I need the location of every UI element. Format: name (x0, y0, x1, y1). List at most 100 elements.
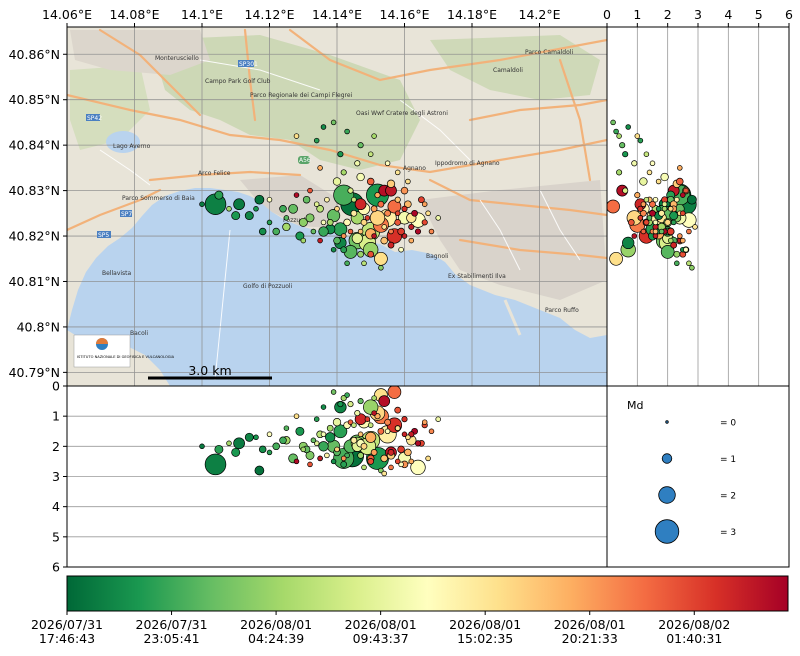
bottom-event-marker (266, 431, 273, 438)
side-event-marker (667, 237, 674, 244)
legend-marker (658, 486, 676, 504)
map-event-marker (418, 196, 425, 204)
map-x-axis: 14.06°E 14.08°E 14.1°E 14.12°E 14.14°E 14.16°… (42, 7, 561, 27)
bottom-event-marker (380, 454, 388, 463)
map-event-marker (340, 169, 347, 176)
colorbar-tick-time: 09:43:37 (353, 631, 409, 646)
side-event-marker (680, 237, 686, 244)
bottom-event-marker (360, 442, 368, 450)
side-event-marker (667, 206, 674, 212)
bottom-event-marker (333, 424, 348, 439)
map-event-marker (354, 160, 361, 167)
side-event-marker (669, 211, 679, 221)
map-x-tick-label: 14.2°E (519, 7, 561, 22)
map-event-marker (361, 260, 367, 267)
side-event-marker (658, 209, 665, 217)
colorbar-tick-time: 01:40:31 (666, 631, 722, 646)
bottom-event-marker (357, 398, 364, 405)
map-event-marker (371, 233, 377, 239)
side-event-marker (664, 219, 672, 226)
bottom-y-tick-label: 4 (52, 499, 60, 514)
ingv-logo: ISTITUTO NAZIONALE DI GEOFISICA E VULCAN… (73, 334, 175, 368)
map-event-marker (343, 218, 351, 227)
map-event-marker (351, 232, 363, 244)
map-event-marker (302, 195, 311, 204)
map-labels: Monterusciello Camaldoli Parco Camaldoli… (86, 49, 579, 337)
colorbar-tick-date: 2026/08/01 (345, 617, 417, 632)
label-bacoli: Bacoli (130, 330, 148, 337)
bottom-event-marker (387, 449, 395, 456)
bottom-gridlines (67, 415, 607, 538)
map-y-tick-label: 40.81°N (9, 274, 60, 289)
label-camaldoli: Camaldoli (493, 67, 523, 74)
bottom-event-marker (387, 386, 402, 399)
bottom-event-marker (350, 436, 358, 444)
side-event-marker (677, 233, 683, 239)
bottom-event-marker (272, 442, 280, 451)
side-event-marker (640, 201, 647, 207)
map-event-marker (367, 250, 375, 258)
map-event-marker (408, 223, 415, 230)
colorbar-tick-time: 20:21:33 (562, 631, 618, 646)
side-event-marker (646, 215, 653, 221)
map-event-marker (288, 203, 298, 214)
map-event-marker (327, 209, 341, 223)
bottom-event-marker (293, 413, 300, 419)
bottom-event-marker (305, 450, 315, 460)
bottom-event-marker (295, 426, 305, 436)
map-event-marker (295, 231, 305, 241)
map-event-marker (400, 186, 409, 195)
map-event-marker (334, 206, 340, 212)
side-x-tick-label: 6 (785, 7, 793, 22)
side-event-marker (634, 133, 641, 139)
map-event-marker (313, 201, 320, 207)
side-event-marker (673, 250, 681, 258)
side-event-marker (627, 219, 635, 226)
side-event-marker (666, 227, 675, 236)
map-event-marker (330, 119, 337, 126)
bottom-event-marker (384, 428, 391, 435)
map-x-tick-label: 14.16°E (380, 7, 430, 22)
map-event-marker (357, 142, 364, 149)
bottom-event-marker (326, 424, 334, 432)
map-event-marker (354, 198, 367, 211)
label-parco-campi-flegrei: Parco Regionale dei Campi Flegrei (250, 92, 353, 99)
map-event-marker (356, 172, 365, 182)
depth-latitude-panel: 0 1 2 3 4 5 6 (603, 7, 793, 387)
label-ippodromo: Ippodromo di Agnano (435, 160, 500, 167)
bottom-y-tick-label: 0 (52, 379, 60, 394)
map-event-marker (332, 177, 342, 186)
map-x-tick-label: 14.12°E (245, 7, 295, 22)
scale-bar-label: 3.0 km (188, 363, 231, 378)
side-event-marker (680, 192, 686, 198)
map-event-marker (310, 228, 317, 235)
bottom-event-marker (404, 448, 412, 457)
map-event-marker (266, 196, 273, 203)
label-bagnoli: Bagnoli (426, 253, 449, 260)
side-x-tick-label: 5 (755, 7, 763, 22)
minor-roads (99, 59, 581, 381)
side-event-marker (631, 233, 638, 239)
map-event-marker (226, 206, 232, 212)
map-y-tick-label: 40.83°N (9, 183, 60, 198)
side-events (607, 119, 698, 271)
label-astroni: Oasi Wwf Cratere degli Astroni (356, 110, 448, 117)
bottom-y-tick-label: 3 (52, 469, 60, 484)
side-event-marker (683, 187, 689, 194)
bottom-event-marker (361, 464, 367, 471)
bottom-event-marker (408, 458, 415, 465)
bottom-event-marker (377, 427, 385, 435)
bottom-event-marker (405, 434, 411, 441)
map-event-marker (367, 151, 374, 157)
side-event-marker (689, 265, 695, 271)
map-event-marker (337, 151, 344, 158)
map-event-marker (369, 210, 386, 226)
map-event-marker (374, 192, 381, 199)
bottom-event-marker (378, 467, 384, 474)
colorbar-tick-date: 2026/07/31 (136, 617, 208, 632)
side-event-marker (622, 236, 635, 250)
legend-marker (661, 453, 673, 464)
map-event-marker (330, 246, 337, 253)
bottom-event-marker (370, 449, 378, 456)
